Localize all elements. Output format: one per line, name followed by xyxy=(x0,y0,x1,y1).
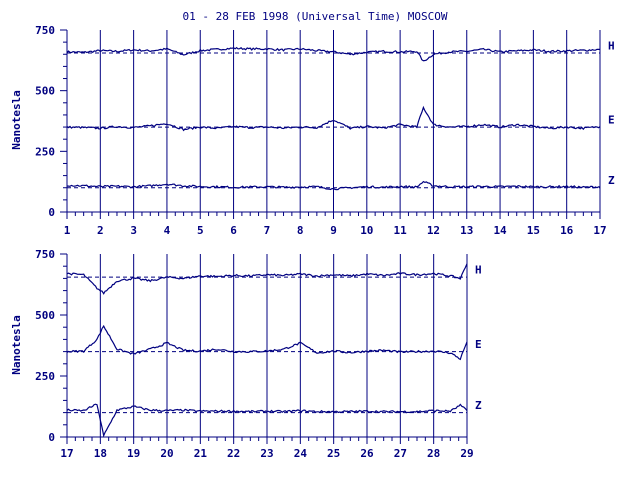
x-tick-label: 26 xyxy=(360,447,374,460)
x-tick-label: 4 xyxy=(164,224,171,237)
x-tick-label: 3 xyxy=(130,224,137,237)
y-tick-label: 250 xyxy=(35,145,55,158)
x-tick-label: 19 xyxy=(127,447,140,460)
x-tick-label: 23 xyxy=(260,447,273,460)
series-label-h: H xyxy=(608,39,615,52)
x-tick-label: 14 xyxy=(493,224,507,237)
x-tick-label: 7 xyxy=(264,224,271,237)
x-tick-label: 13 xyxy=(460,224,473,237)
x-tick-label: 9 xyxy=(330,224,337,237)
x-tick-label: 17 xyxy=(593,224,606,237)
chart-title: 01 - 28 FEB 1998 (Universal Time) MOSCOW xyxy=(183,10,448,23)
x-tick-label: 27 xyxy=(394,447,407,460)
x-tick-label: 16 xyxy=(560,224,574,237)
y-tick-label: 750 xyxy=(35,248,55,261)
x-tick-label: 20 xyxy=(160,447,173,460)
x-tick-label: 8 xyxy=(297,224,304,237)
y-axis-label: Nanotesla xyxy=(10,315,23,375)
y-tick-label: 500 xyxy=(35,85,55,98)
series-line-h xyxy=(66,263,468,295)
x-tick-label: 15 xyxy=(527,224,540,237)
series-line-z xyxy=(66,403,468,438)
x-tick-label: 24 xyxy=(294,447,308,460)
y-axis-label: Nanotesla xyxy=(10,90,23,150)
series-line-e xyxy=(66,105,601,132)
x-tick-label: 6 xyxy=(230,224,237,237)
series-label-h: H xyxy=(475,264,482,277)
series-line-z xyxy=(66,180,601,191)
x-tick-label: 28 xyxy=(427,447,440,460)
x-tick-label: 18 xyxy=(94,447,107,460)
y-tick-label: 0 xyxy=(48,206,55,219)
y-tick-label: 500 xyxy=(35,309,55,322)
series-line-e xyxy=(66,324,468,361)
x-tick-label: 1 xyxy=(64,224,71,237)
x-tick-label: 17 xyxy=(60,447,73,460)
panel-bottom: 0 250 500 750 17 18 19 20 21 22 23 24 25 26 27 28 29 Nano… xyxy=(10,248,482,460)
y-tick-label: 750 xyxy=(35,24,55,37)
series-label-e: E xyxy=(475,338,482,351)
series-label-z: Z xyxy=(608,174,615,187)
x-tick-label: 12 xyxy=(427,224,440,237)
y-tick-label: 0 xyxy=(48,431,55,444)
x-tick-label: 25 xyxy=(327,447,340,460)
x-tick-label: 5 xyxy=(197,224,204,237)
series-label-e: E xyxy=(608,113,615,126)
x-tick-label: 29 xyxy=(460,447,473,460)
x-tick-label: 22 xyxy=(227,447,240,460)
x-tick-label: 11 xyxy=(394,224,408,237)
x-tick-label: 21 xyxy=(194,447,208,460)
series-line-h xyxy=(66,46,601,62)
x-tick-label: 10 xyxy=(360,224,373,237)
y-tick-label: 250 xyxy=(35,370,55,383)
x-tick-label: 2 xyxy=(97,224,104,237)
series-label-z: Z xyxy=(475,399,482,412)
